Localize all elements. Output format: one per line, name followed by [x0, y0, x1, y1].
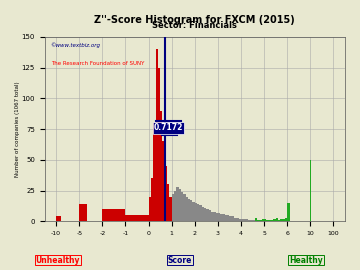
Bar	[225, 215, 227, 221]
Bar	[126, 215, 149, 221]
Bar	[287, 203, 290, 221]
Bar	[241, 219, 243, 221]
Bar	[255, 218, 257, 221]
Bar	[271, 220, 273, 221]
Bar	[276, 218, 278, 221]
Bar	[199, 205, 202, 221]
Bar	[269, 220, 271, 221]
Bar	[174, 191, 176, 221]
Bar	[232, 217, 234, 221]
Bar	[167, 184, 170, 221]
Bar	[185, 197, 188, 221]
Bar	[239, 219, 241, 221]
Bar	[264, 219, 266, 221]
Bar	[79, 204, 87, 221]
Title: Z''-Score Histogram for FXCM (2015): Z''-Score Histogram for FXCM (2015)	[94, 15, 295, 25]
Bar	[213, 211, 216, 221]
Bar	[253, 220, 255, 221]
Bar	[156, 49, 158, 221]
Bar	[202, 207, 204, 221]
Bar	[280, 219, 283, 221]
Bar	[179, 189, 181, 221]
Bar	[181, 192, 183, 221]
Bar	[266, 220, 269, 221]
Bar	[218, 213, 220, 221]
Bar	[227, 215, 229, 221]
Bar	[153, 123, 156, 221]
Bar	[162, 141, 165, 221]
Bar	[151, 178, 153, 221]
Bar	[190, 200, 193, 221]
Bar	[209, 210, 211, 221]
Bar	[262, 219, 264, 221]
Bar	[248, 220, 250, 221]
Bar	[283, 219, 285, 221]
Bar	[56, 217, 61, 221]
Text: Healthy: Healthy	[289, 256, 323, 265]
Bar	[165, 166, 167, 221]
Text: ©www.textbiz.org: ©www.textbiz.org	[51, 42, 100, 48]
Bar	[211, 211, 213, 221]
Bar	[257, 220, 260, 221]
Text: 0.7172: 0.7172	[154, 123, 183, 132]
Bar	[188, 199, 190, 221]
Text: Score: Score	[168, 256, 192, 265]
Text: The Research Foundation of SUNY: The Research Foundation of SUNY	[51, 61, 144, 66]
Bar	[273, 219, 276, 221]
Bar	[170, 197, 172, 221]
Bar	[260, 220, 262, 221]
Bar	[250, 220, 253, 221]
Bar	[193, 202, 195, 221]
Bar	[278, 220, 280, 221]
Bar	[237, 218, 239, 221]
Bar	[229, 217, 232, 221]
Bar	[195, 203, 197, 221]
Text: Sector: Financials: Sector: Financials	[152, 21, 237, 29]
Bar	[197, 204, 199, 221]
Bar	[204, 208, 206, 221]
Bar	[220, 214, 222, 221]
Bar	[158, 68, 160, 221]
Text: Unhealthy: Unhealthy	[35, 256, 80, 265]
Bar	[285, 218, 287, 221]
Bar	[222, 214, 225, 221]
Bar	[102, 209, 126, 221]
Bar	[176, 187, 179, 221]
Bar	[160, 111, 162, 221]
Bar	[149, 197, 151, 221]
Bar	[206, 209, 209, 221]
Y-axis label: Number of companies (1067 total): Number of companies (1067 total)	[15, 81, 20, 177]
Bar	[246, 219, 248, 221]
Bar	[216, 213, 218, 221]
Bar	[234, 218, 237, 221]
Bar	[172, 194, 174, 221]
Bar	[183, 194, 185, 221]
Bar	[243, 219, 246, 221]
